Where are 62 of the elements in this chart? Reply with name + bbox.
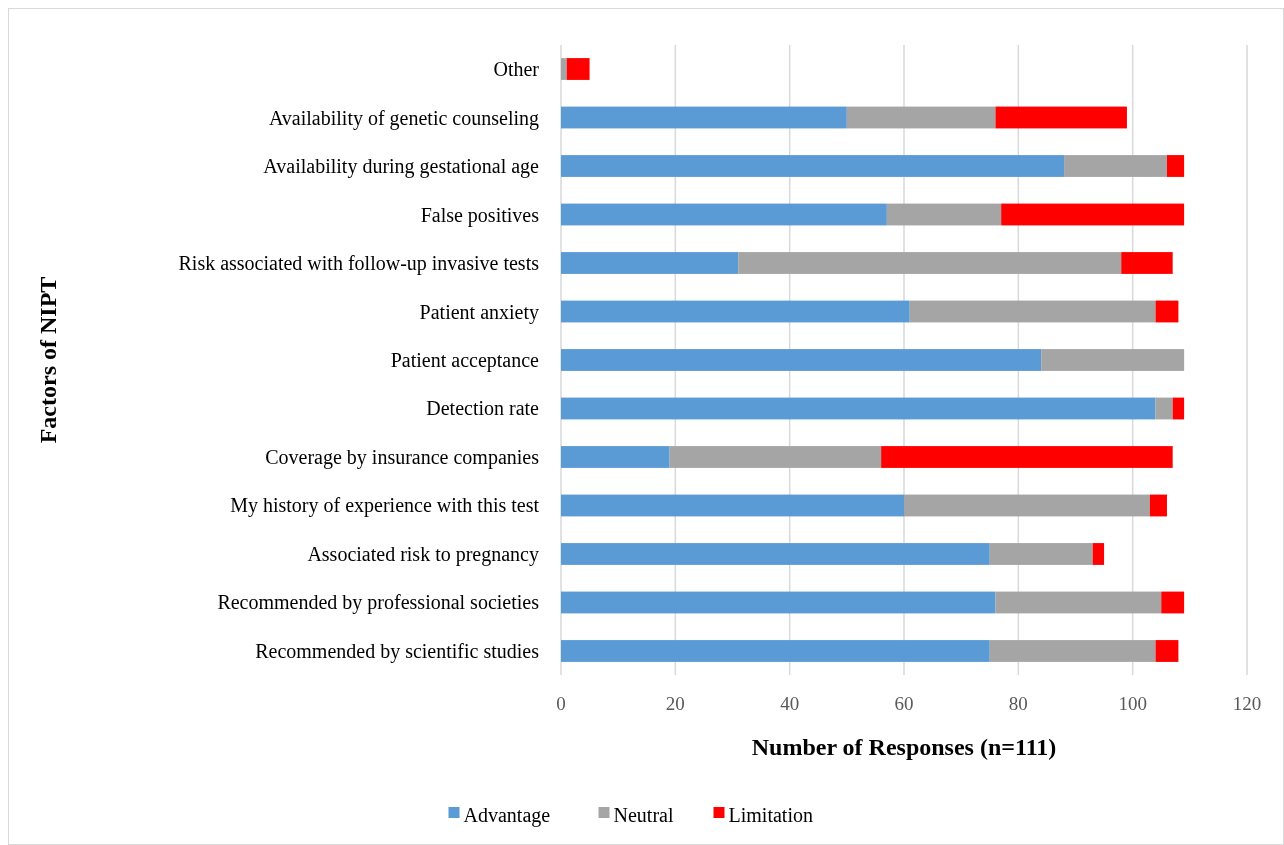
legend-label: Limitation: [728, 804, 813, 826]
bar: [1064, 155, 1167, 177]
bar: [1041, 349, 1185, 371]
y-tick-label: Availability of genetic counseling: [268, 106, 539, 130]
bar: [561, 203, 887, 226]
x-tick-label: 40: [780, 693, 800, 714]
bar: [1161, 591, 1185, 614]
bar: [1155, 397, 1173, 420]
bar: [881, 446, 1173, 468]
bar: [904, 494, 1150, 517]
y-tick-label: Associated risk to pregnancy: [307, 543, 539, 566]
bar: [1166, 155, 1185, 177]
y-tick-label: Coverage by insurance companies: [265, 446, 540, 469]
bar: [1092, 543, 1105, 565]
bar: [561, 155, 1065, 177]
bar: [669, 446, 882, 468]
y-tick-label: Other: [493, 58, 540, 81]
bar: [995, 591, 1162, 614]
y-tick-label: Recommended by professional societies: [217, 591, 540, 615]
bar: [561, 397, 1156, 420]
bar: [1121, 252, 1173, 274]
bar: [561, 252, 739, 274]
bar: [561, 58, 567, 80]
legend-label: Advantage: [463, 804, 551, 827]
bar: [1172, 397, 1185, 420]
y-tick-label: Patient acceptance: [390, 349, 540, 372]
y-tick-label: Patient anxiety: [419, 300, 539, 324]
x-tick-label: 80: [1008, 693, 1028, 714]
x-axis-title: Number of Responses (n=111): [751, 734, 1057, 760]
bar: [909, 300, 1156, 323]
bar: [561, 349, 1042, 371]
bar: [1155, 300, 1179, 323]
x-tick-label: 20: [665, 693, 685, 714]
bar: [1149, 494, 1167, 517]
bar: [1001, 203, 1185, 226]
bar: [566, 58, 590, 80]
bar: [561, 300, 910, 323]
y-tick-label: Recommended by scientific studies: [255, 639, 540, 663]
bar: [561, 494, 904, 517]
y-tick-label: My history of experience with this test: [230, 494, 540, 518]
x-tick-label: 0: [556, 693, 566, 714]
y-tick-label: Risk associated with follow-up invasive tests: [178, 252, 540, 275]
legend-label: Neutral: [613, 804, 674, 826]
y-tick-label: Detection rate: [426, 397, 540, 420]
x-tick-label: 60: [894, 693, 914, 714]
bar: [886, 203, 1002, 226]
y-tick-label: Availability during gestational age: [263, 155, 540, 178]
bar: [561, 543, 990, 565]
bar: [846, 106, 996, 129]
bar: [995, 106, 1127, 129]
x-tick-label: 120: [1232, 693, 1262, 714]
bar: [561, 446, 670, 468]
y-axis-title: Factors of NIPT: [35, 276, 61, 444]
y-tick-label: False positives: [420, 203, 540, 227]
bar: [561, 106, 847, 129]
bar: [989, 543, 1093, 565]
bar: [561, 591, 996, 614]
x-tick-label: 100: [1118, 693, 1147, 714]
bar: [1155, 640, 1179, 662]
bar: [989, 640, 1156, 662]
bar: [738, 252, 1122, 274]
bar: [561, 640, 990, 662]
